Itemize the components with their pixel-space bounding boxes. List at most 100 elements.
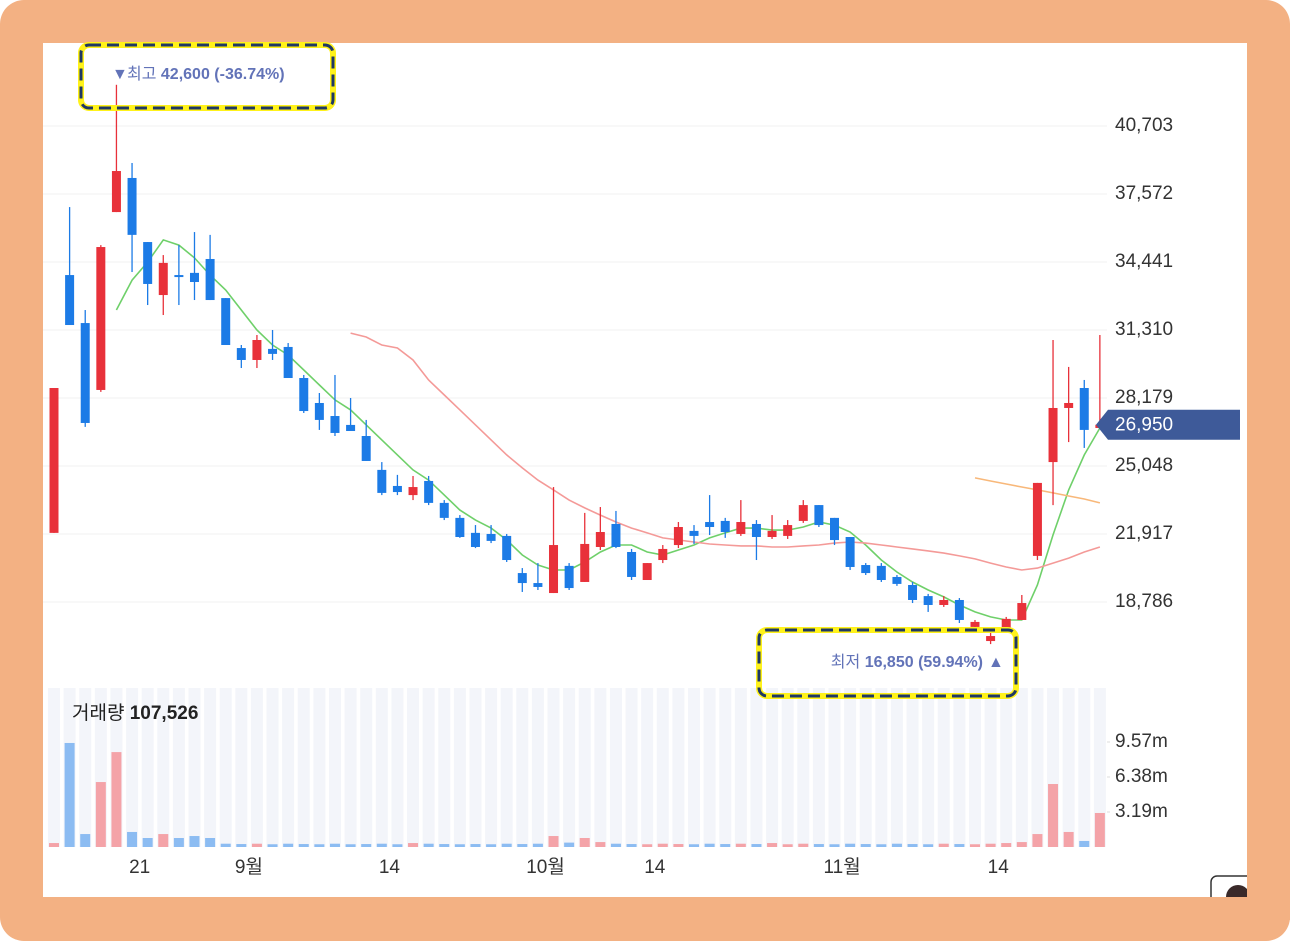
volume-slot (547, 688, 560, 847)
volume-bar (408, 843, 419, 847)
volume-slot (266, 688, 279, 847)
volume-bar (298, 844, 309, 847)
volume-bar (595, 842, 606, 847)
volume-slot (641, 688, 654, 847)
note-change: (-36.74%) (214, 66, 284, 83)
volume-bar (704, 843, 715, 847)
candle-body (486, 533, 496, 541)
volume-bar (314, 844, 325, 847)
candle-body (189, 272, 199, 283)
volume-bar (767, 843, 778, 847)
candle-body (751, 523, 761, 538)
volume-slot (984, 688, 997, 847)
volume-bar (423, 843, 434, 847)
volume-slot (219, 688, 232, 847)
note-value: 16,850 (865, 654, 914, 671)
volume-bar (938, 843, 949, 847)
candle-body (658, 548, 668, 561)
volume-bar (954, 844, 965, 847)
candle-body (517, 573, 527, 584)
volume-slot (953, 688, 966, 847)
volume-bar (829, 844, 840, 847)
highlight-box-dash (757, 628, 1018, 698)
volume-slot (859, 688, 872, 847)
candle-body (627, 551, 637, 577)
volume-slot (968, 688, 981, 847)
volume-bar (1048, 784, 1059, 847)
volume-slot (282, 688, 295, 847)
volume-slot (812, 688, 825, 847)
volume-slot (563, 688, 576, 847)
volume-slot (937, 688, 950, 847)
candle-body (892, 576, 902, 584)
volume-slot (344, 688, 357, 847)
candle-body (80, 323, 90, 423)
volume-bar (1016, 842, 1027, 847)
candle-body (502, 535, 512, 561)
candle-body (49, 388, 59, 533)
volume-bar (1063, 831, 1074, 847)
volume-bar (923, 844, 934, 847)
volume-bar (329, 843, 340, 847)
candle-body (283, 346, 293, 379)
candle-body (876, 565, 886, 581)
volume-bar (486, 844, 497, 847)
x-tick-label: 21 (129, 857, 150, 878)
candle-body (1032, 482, 1042, 556)
y-tick-label: 6.38m (1115, 766, 1168, 787)
volume-bar (111, 752, 122, 847)
volume-slot (516, 688, 529, 847)
candle-body (174, 275, 184, 278)
candle-body (767, 530, 777, 538)
candle-body (549, 545, 559, 594)
volume-bar (579, 838, 590, 847)
price-tag-label: 26,950 (1115, 415, 1173, 436)
candle-body (236, 348, 246, 360)
volume-bar (969, 844, 980, 847)
y-tick-label: 34,441 (1115, 251, 1173, 272)
volume-bar (49, 843, 59, 847)
volume-bar (454, 844, 465, 847)
volume-bar (392, 844, 403, 847)
candle-body (252, 340, 262, 360)
volume-bar (64, 742, 75, 847)
note-label: 최고 (127, 65, 156, 83)
volume-slot (157, 688, 170, 847)
candle-body (111, 171, 121, 213)
y-tick-label: 28,179 (1115, 387, 1173, 408)
volume-bar (439, 844, 450, 847)
candle-body (986, 636, 996, 642)
y-tick-label: 31,310 (1115, 319, 1173, 340)
volume-bar (735, 843, 746, 847)
candle-body (705, 522, 715, 528)
volume-slot (1015, 688, 1028, 847)
candle-body (923, 596, 933, 605)
volume-bar (985, 843, 996, 847)
candle-body (830, 517, 839, 541)
volume-slot (688, 688, 701, 847)
volume-slot (672, 688, 685, 847)
volume-bar (564, 842, 575, 847)
volume-slot (578, 688, 591, 847)
volume-title: 거래량 (72, 702, 124, 724)
candle-body (580, 543, 590, 582)
volume-slot (360, 688, 373, 847)
candle-body (299, 378, 309, 412)
volume-slot (609, 688, 622, 847)
volume-slot (625, 688, 638, 847)
candle-body (408, 487, 418, 496)
volume-slot (391, 688, 404, 847)
candle-body (205, 258, 215, 301)
volume-slot (781, 688, 794, 847)
volume-slot (438, 688, 451, 847)
y-tick-label: 3.19m (1115, 801, 1168, 822)
up-arrow: ▲ (988, 654, 1004, 671)
volume-slot (48, 688, 60, 847)
y-tick-label: 18,786 (1115, 591, 1173, 612)
volume-slot (875, 688, 888, 847)
volume-bar (251, 843, 262, 847)
volume-bar (236, 844, 247, 847)
volume-slot (719, 688, 732, 847)
y-tick-label: 25,048 (1115, 455, 1173, 476)
